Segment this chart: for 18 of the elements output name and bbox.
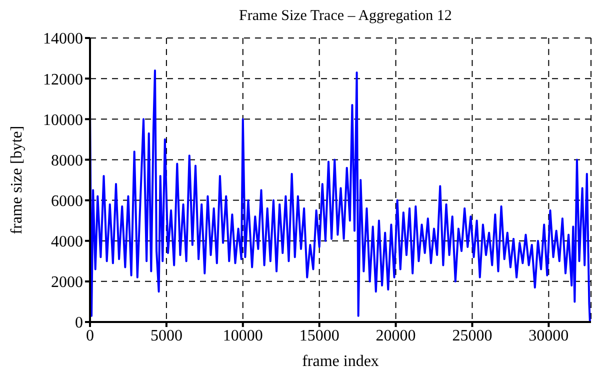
x-tick-label: 5000 — [150, 327, 182, 344]
y-tick-label: 2000 — [51, 274, 83, 292]
x-tick-label: 15000 — [299, 327, 340, 344]
y-tick-label: 8000 — [51, 152, 83, 170]
y-tick-label: 0 — [75, 314, 83, 332]
x-tick-label: 30000 — [528, 327, 569, 344]
x-tick-label: 20000 — [376, 327, 416, 344]
x-tick-label: 0 — [86, 327, 94, 344]
x-tick-label: 25000 — [452, 327, 492, 344]
chart-title: Frame Size Trace – Aggregation 12 — [238, 8, 453, 26]
y-tick-label: 4000 — [51, 234, 83, 251]
y-tick-label: 12000 — [43, 71, 83, 88]
x-axis-title: frame index — [302, 353, 379, 370]
y-axis-title: frame size [byte] — [8, 126, 26, 234]
x-tick-label: 10000 — [222, 327, 263, 344]
y-tick-label: 10000 — [43, 112, 83, 129]
y-tick-label: 14000 — [43, 30, 83, 48]
y-tick-label: 6000 — [51, 192, 83, 210]
